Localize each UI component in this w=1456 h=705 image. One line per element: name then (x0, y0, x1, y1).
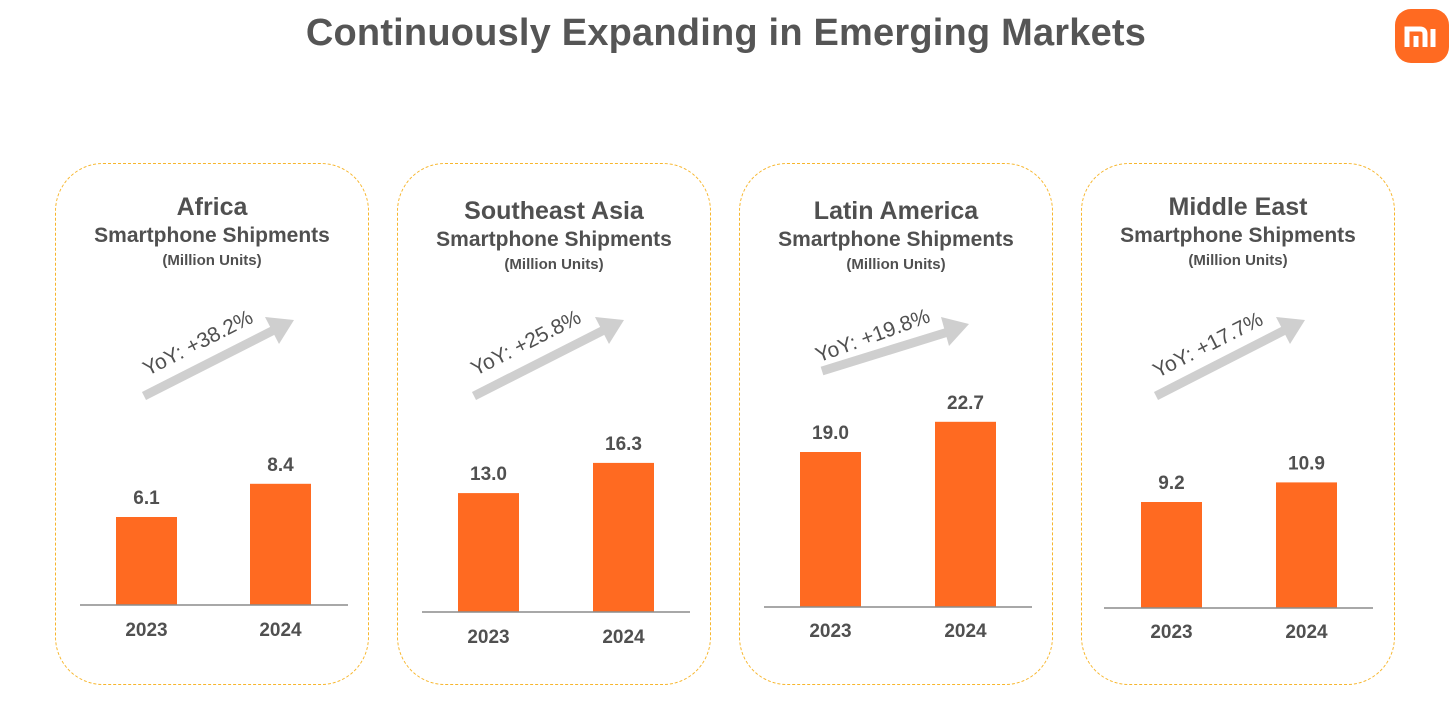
chart-unit: (Million Units) (162, 252, 262, 269)
bar-2023 (1141, 502, 1202, 608)
value-label-2024: 16.3 (605, 434, 642, 455)
growth-arrow-icon (471, 317, 624, 401)
chart-unit: (Million Units) (846, 256, 946, 273)
bar-2024 (1276, 482, 1337, 608)
chart-title: Latin America (813, 197, 979, 225)
chart-unit: (Million Units) (504, 256, 604, 273)
x-tick-2024: 2024 (944, 621, 987, 642)
middle-east-card: Middle East Smartphone Shipments (Millio… (1081, 163, 1395, 685)
value-label-2024: 10.9 (1288, 453, 1325, 474)
value-label-2023: 9.2 (1158, 473, 1184, 494)
chart-subtitle: Smartphone Shipments (1120, 224, 1356, 247)
mi-logo-glyph-icon (1404, 26, 1436, 47)
growth-arrow-icon (1153, 317, 1305, 401)
bar-2024 (593, 462, 654, 612)
southeast-asia-card: Southeast Asia Smartphone Shipments (Mil… (397, 163, 711, 685)
middle-east-header: Middle East Smartphone Shipments (Millio… (1082, 192, 1394, 273)
x-tick-2023: 2023 (809, 621, 851, 642)
chart-subtitle: Smartphone Shipments (94, 224, 330, 247)
value-label-2023: 6.1 (133, 488, 160, 509)
chart-title: Southeast Asia (464, 197, 644, 225)
value-label-2024: 8.4 (267, 455, 294, 476)
southeast-asia-chart: YoY: +25.8% 13.0 16.3 2023 2024 (422, 306, 690, 648)
growth-arrow-icon (820, 317, 969, 376)
x-tick-2024: 2024 (602, 627, 645, 648)
bar-2023 (800, 452, 861, 607)
chart-unit: (Million Units) (1188, 252, 1288, 269)
value-label-2023: 13.0 (470, 464, 507, 485)
page-title: Continuously Expanding in Emerging Marke… (305, 12, 1147, 54)
x-tick-2023: 2023 (125, 620, 167, 641)
latin-america-header: Latin America Smartphone Shipments (Mill… (740, 196, 1052, 277)
value-label-2024: 22.7 (947, 393, 984, 414)
x-tick-2024: 2024 (1285, 622, 1328, 643)
x-tick-2024: 2024 (259, 620, 302, 641)
chart-subtitle: Smartphone Shipments (436, 228, 672, 251)
xiaomi-logo (1395, 9, 1449, 63)
growth-arrow-icon (141, 317, 294, 401)
chart-subtitle: Smartphone Shipments (778, 228, 1014, 251)
bar-2023 (116, 517, 177, 605)
middle-east-chart: YoY: +17.7% 9.2 10.9 2023 2024 (1104, 308, 1373, 643)
bar-2024 (250, 483, 311, 605)
latin-america-card: Latin America Smartphone Shipments (Mill… (739, 163, 1053, 685)
southeast-asia-header: Southeast Asia Smartphone Shipments (Mil… (398, 196, 710, 277)
africa-header: Africa Smartphone Shipments (Million Uni… (56, 192, 368, 273)
bar-2023 (458, 493, 519, 613)
value-label-2023: 19.0 (812, 423, 849, 444)
africa-chart: YoY: +38.2% 6.1 8.4 2023 2024 (80, 306, 348, 641)
chart-title: Middle East (1168, 193, 1308, 221)
chart-title: Africa (176, 193, 248, 221)
x-tick-2023: 2023 (467, 627, 509, 648)
latin-america-chart: YoY: +19.8% 19.0 22.7 2023 2024 (764, 305, 1032, 642)
africa-card: Africa Smartphone Shipments (Million Uni… (55, 163, 369, 685)
x-tick-2023: 2023 (1150, 622, 1192, 643)
bar-2024 (935, 421, 996, 607)
